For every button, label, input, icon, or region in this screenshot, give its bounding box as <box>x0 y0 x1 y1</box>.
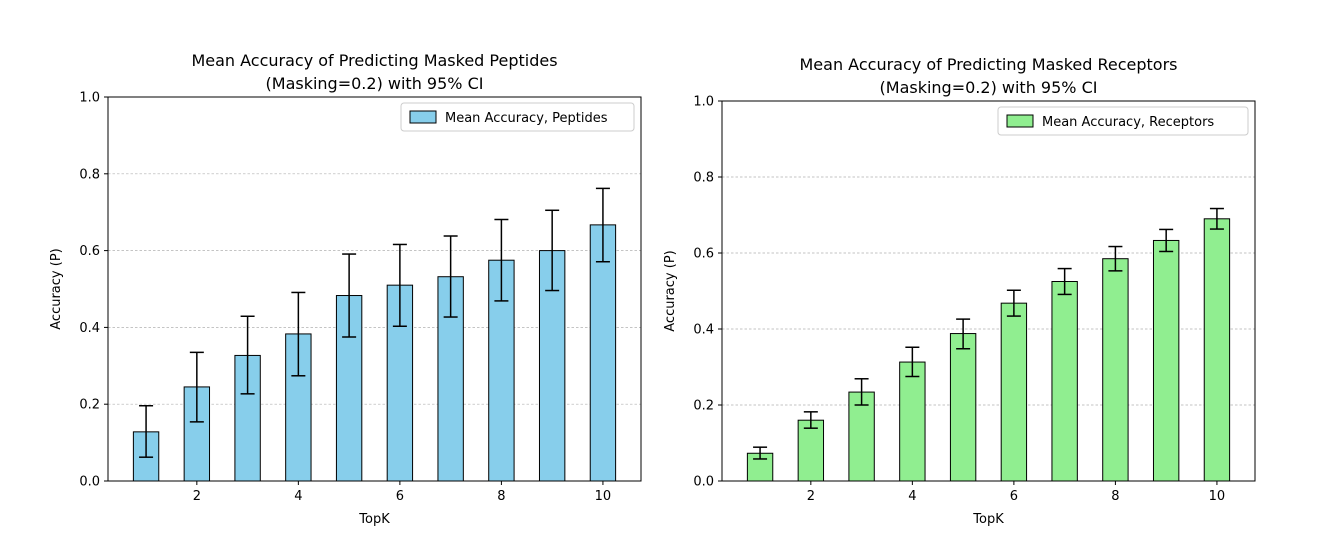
chart-title-line: Mean Accuracy of Predicting Masked Pepti… <box>191 51 557 70</box>
x-tick-label: 6 <box>396 489 404 504</box>
x-tick-label: 4 <box>908 489 916 504</box>
bar <box>797 419 825 482</box>
bar <box>949 333 977 482</box>
bar <box>899 361 926 482</box>
legend-box <box>997 106 1249 136</box>
x-tick-label: 4 <box>294 489 302 504</box>
axes-frame <box>107 96 642 482</box>
x-axis-label: TopK <box>358 512 390 527</box>
legend-swatch <box>1006 114 1034 128</box>
bar <box>1102 258 1129 482</box>
x-tick-label: 8 <box>497 489 505 504</box>
chart-title-line: Mean Accuracy of Predicting Masked Recep… <box>800 55 1178 74</box>
y-tick-label: 1.0 <box>693 95 714 110</box>
x-tick-label: 2 <box>807 489 815 504</box>
y-tick-label: 0.4 <box>693 323 714 338</box>
y-tick-label: 0.4 <box>79 321 100 336</box>
legend: Mean Accuracy, Peptides <box>400 102 635 132</box>
bar <box>1051 281 1078 482</box>
y-tick-label: 0.8 <box>693 171 714 186</box>
chart-receptors: Mean Accuracy of Predicting Masked Recep… <box>663 55 1256 527</box>
bar <box>589 224 617 482</box>
y-tick-label: 1.0 <box>79 91 100 106</box>
x-tick-label: 10 <box>595 489 612 504</box>
chart-title-line: (Masking=0.2) with 95% CI <box>880 78 1098 97</box>
y-tick-label: 0.0 <box>693 475 714 490</box>
legend-box <box>400 102 635 132</box>
legend-swatch <box>409 110 437 124</box>
bar <box>1000 302 1028 482</box>
y-tick-label: 0.6 <box>79 244 100 259</box>
y-tick-label: 0.0 <box>79 475 100 490</box>
legend-label: Mean Accuracy, Peptides <box>445 111 608 126</box>
y-tick-label: 0.2 <box>693 399 714 414</box>
legend: Mean Accuracy, Receptors <box>997 106 1249 136</box>
y-tick-label: 0.8 <box>79 167 100 182</box>
chart-peptides: Mean Accuracy of Predicting Masked Pepti… <box>49 51 642 527</box>
x-tick-label: 8 <box>1111 489 1119 504</box>
y-tick-label: 0.2 <box>79 398 100 413</box>
y-axis-label: Accuracy (P) <box>663 250 678 331</box>
chart-title-line: (Masking=0.2) with 95% CI <box>266 74 484 93</box>
x-tick-label: 10 <box>1209 489 1226 504</box>
x-axis-label: TopK <box>972 512 1004 527</box>
axes-frame <box>721 100 1256 482</box>
x-tick-label: 2 <box>193 489 201 504</box>
y-tick-label: 0.6 <box>693 247 714 262</box>
bar <box>1152 239 1180 482</box>
y-axis-label: Accuracy (P) <box>49 248 64 329</box>
x-tick-label: 6 <box>1010 489 1018 504</box>
bar <box>1203 218 1231 482</box>
legend-label: Mean Accuracy, Receptors <box>1042 115 1214 130</box>
